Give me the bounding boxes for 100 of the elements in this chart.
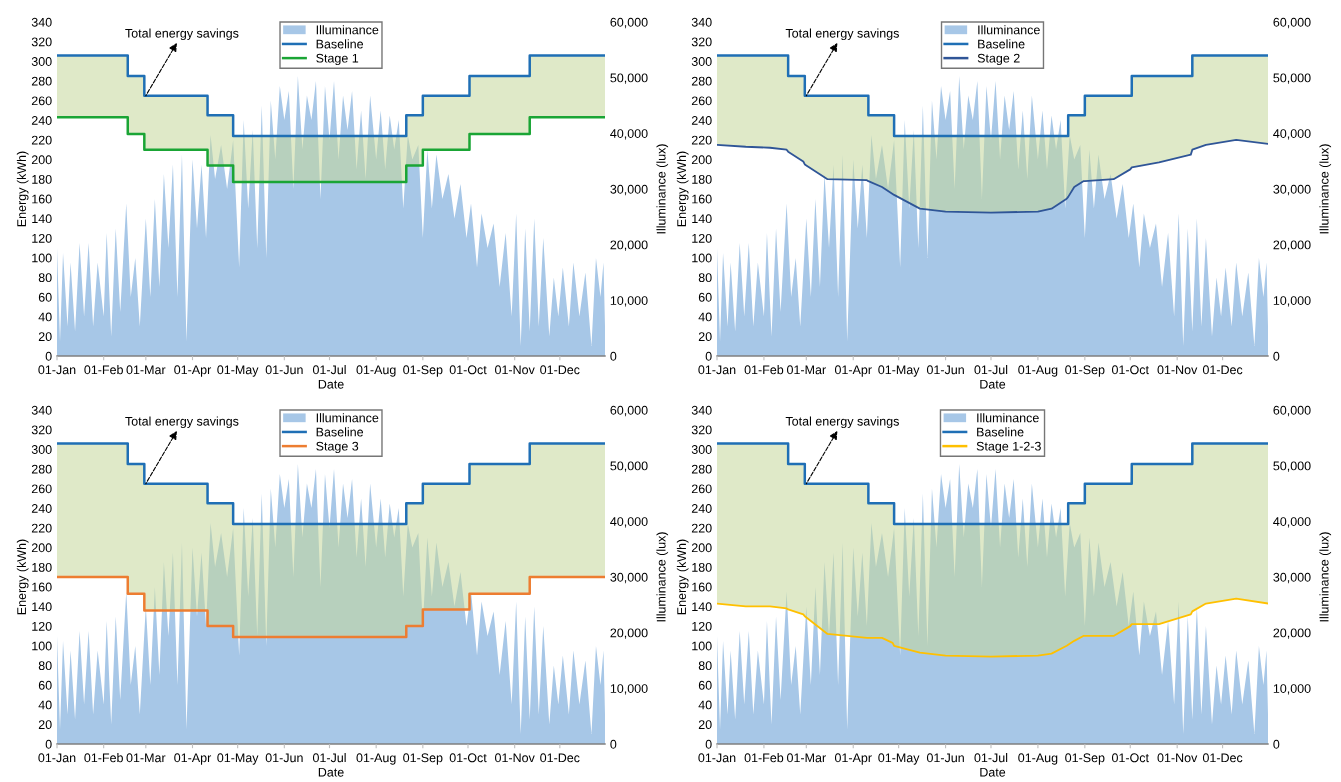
- line-series: [717, 597, 1268, 658]
- x-tick-label: 01-May: [878, 365, 920, 377]
- y-tick-label: 320: [31, 425, 52, 435]
- legend-label: Illuminance: [978, 25, 1040, 35]
- y-tick-label: 340: [691, 17, 712, 27]
- y-tick-label: 80: [698, 661, 712, 671]
- x-axis-title: Date: [980, 379, 1006, 389]
- line-series: [717, 138, 1268, 214]
- x-tick-label: 01-Nov: [495, 365, 535, 375]
- y-tick-label: 200: [691, 543, 712, 553]
- y-tick-label: 60: [698, 680, 712, 690]
- x-tick-label: 01-Mar: [126, 365, 166, 375]
- x-tick-label: 01-Feb: [84, 753, 123, 763]
- y2-tick-label: 60,000: [1273, 17, 1311, 29]
- x-tick-label: 01-Aug: [356, 753, 396, 765]
- y2-tick-label: 20,000: [610, 628, 648, 639]
- y2-tick-label: 0: [610, 351, 617, 361]
- y-tick-label: 0: [45, 739, 52, 749]
- x-tick-label: 01-May: [217, 753, 259, 765]
- y-tick-label: 100: [692, 253, 712, 263]
- x-axis-title: Date: [318, 379, 344, 389]
- y2-tick-label: 30,000: [610, 184, 648, 196]
- x-tick-label: 01-Jul: [312, 365, 346, 375]
- x-tick-label: 01-Jun: [265, 365, 303, 375]
- y-tick-label: 0: [705, 739, 712, 749]
- y2-tick-label: 50,000: [610, 73, 648, 84]
- y-tick-label: 120: [692, 621, 712, 631]
- y-tick-label: 260: [691, 484, 712, 494]
- y-tick-label: 280: [31, 464, 52, 474]
- y-tick-label: 260: [31, 96, 52, 106]
- y2-tick-label: 30,000: [1273, 572, 1311, 584]
- legend-label: Illuminance: [977, 413, 1039, 423]
- x-tick-label: 01-Sep: [1065, 753, 1105, 765]
- y2-axis-title: Illuminance (lux): [1319, 144, 1332, 234]
- y2-tick-label: 60,000: [610, 17, 648, 29]
- y-tick-label: 320: [691, 37, 712, 47]
- x-tick-label: 01-Sep: [1065, 365, 1105, 377]
- y-tick-label: 80: [698, 273, 712, 283]
- y2-tick-label: 0: [610, 739, 617, 749]
- y-axis-title: Energy (kWh): [676, 151, 689, 227]
- y-tick-label: 40: [38, 700, 52, 710]
- x-tick-label: 01-Mar: [787, 753, 826, 763]
- legend-label: Baseline: [978, 39, 1025, 49]
- y-tick-label: 40: [698, 700, 712, 710]
- x-tick-label: 01-Dec: [1202, 365, 1243, 375]
- y-tick-label: 160: [692, 582, 712, 592]
- y-tick-label: 60: [38, 680, 52, 690]
- y-tick-label: 220: [691, 523, 712, 533]
- x-tick-label: 01-Oct: [449, 753, 487, 763]
- y-tick-label: 240: [31, 116, 52, 125]
- x-tick-label: 01-Jan: [698, 365, 736, 375]
- y-tick-label: 180: [32, 174, 52, 184]
- x-tick-label: 01-Jun: [926, 365, 964, 375]
- x-tick-label: 01-Aug: [1018, 753, 1058, 765]
- y-tick-label: 200: [31, 543, 52, 553]
- y-tick-label: 320: [31, 37, 52, 47]
- y2-tick-label: 40,000: [1273, 129, 1311, 140]
- x-tick-label: 01-Jan: [38, 753, 76, 763]
- y-tick-label: 40: [698, 312, 712, 322]
- y2-tick-label: 10,000: [1273, 684, 1311, 695]
- x-tick-label: 01-Mar: [787, 365, 826, 375]
- y-tick-label: 280: [31, 76, 52, 86]
- x-tick-label: 01-Apr: [174, 753, 212, 765]
- y2-axis-title: Illuminance (lux): [1319, 532, 1332, 622]
- y2-tick-label: 40,000: [610, 517, 648, 528]
- annotation: Total energy savings: [125, 28, 239, 41]
- y-tick-label: 120: [32, 621, 52, 631]
- y-tick-label: 80: [38, 273, 52, 283]
- y-tick-label: 300: [691, 445, 712, 454]
- y-tick-label: 180: [692, 562, 712, 572]
- x-tick-label: 01-Mar: [126, 753, 166, 763]
- x-tick-label: 01-Apr: [834, 753, 872, 765]
- x-axis-title: Date: [980, 767, 1006, 777]
- y-tick-label: 80: [38, 661, 52, 671]
- legend-label: Stage 1: [316, 53, 359, 66]
- y2-tick-label: 10,000: [610, 684, 648, 695]
- x-tick-label: 01-Sep: [403, 365, 443, 377]
- x-tick-label: 01-Oct: [449, 365, 487, 375]
- y-tick-label: 20: [38, 332, 52, 342]
- y2-axis-title: Illuminance (lux): [656, 532, 669, 622]
- y-tick-label: 0: [45, 351, 52, 361]
- y2-tick-label: 30,000: [610, 572, 648, 584]
- x-tick-label: 01-Aug: [1018, 365, 1058, 377]
- x-tick-label: 01-Feb: [744, 365, 784, 375]
- x-tick-label: 01-Nov: [1157, 365, 1198, 375]
- y2-tick-label: 20,000: [610, 240, 648, 251]
- x-tick-label: 01-Dec: [540, 753, 580, 763]
- x-tick-label: 01-Aug: [356, 365, 396, 377]
- x-tick-label: 01-May: [878, 753, 920, 765]
- y-tick-label: 160: [692, 194, 712, 204]
- x-tick-label: 01-May: [217, 365, 259, 377]
- x-tick-label: 01-Apr: [834, 365, 872, 377]
- y-tick-label: 280: [691, 76, 712, 86]
- x-tick-label: 01-Jan: [698, 753, 736, 763]
- y-tick-label: 100: [692, 641, 712, 651]
- y-tick-label: 340: [31, 405, 52, 415]
- x-tick-label: 01-Nov: [1157, 753, 1198, 763]
- y-tick-label: 260: [691, 96, 712, 106]
- x-tick-label: 01-Jul: [312, 753, 346, 763]
- y-tick-label: 240: [691, 116, 712, 125]
